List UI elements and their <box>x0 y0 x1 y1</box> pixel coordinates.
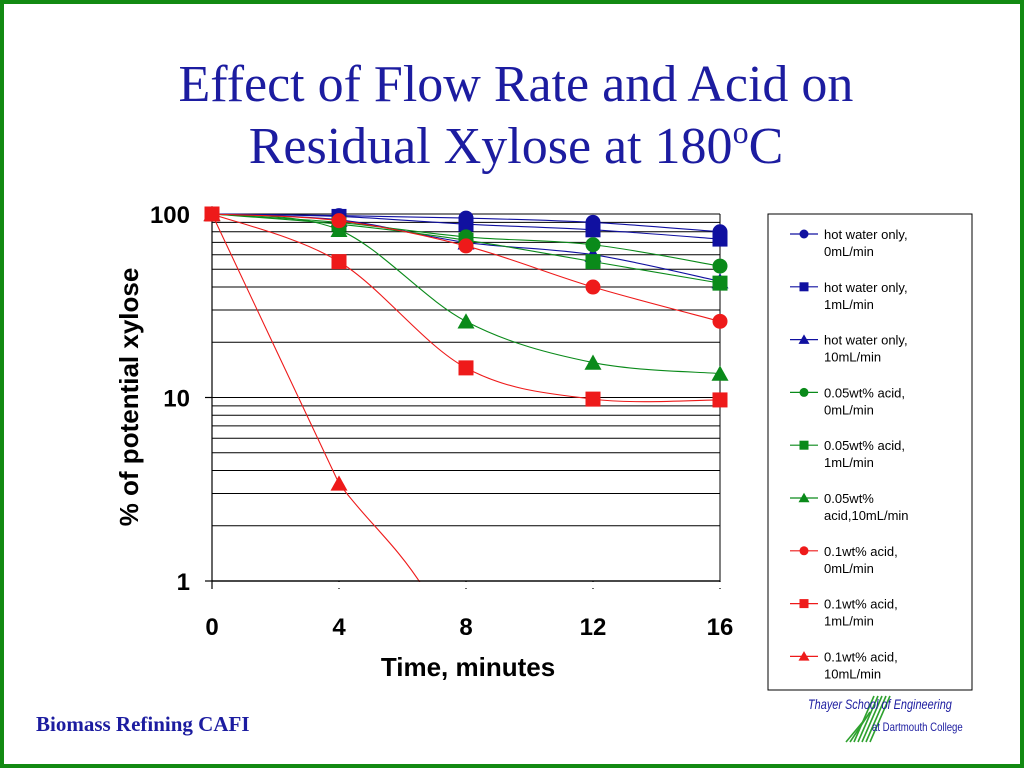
axis-cover <box>213 582 721 588</box>
slide-title: Effect of Flow Rate and Acid on Residual… <box>4 54 1024 178</box>
legend-label: 10mL/min <box>824 666 881 681</box>
legend-label: 1mL/min <box>824 614 874 629</box>
x-tick-label: 12 <box>580 614 607 641</box>
data-point <box>457 313 475 329</box>
data-point <box>203 205 221 222</box>
title-line-1: Effect of Flow Rate and Acid on <box>178 56 854 113</box>
legend-label: 1mL/min <box>824 455 874 470</box>
legend-label: 0mL/min <box>824 561 874 576</box>
data-point <box>585 254 601 270</box>
x-tick-label: 0 <box>205 614 218 641</box>
title-line-2: Residual Xylose at 180oC <box>4 116 1024 178</box>
data-point <box>585 222 601 238</box>
series-line <box>211 213 424 588</box>
data-point <box>712 313 728 329</box>
legend-label: 0.05wt% acid, <box>824 438 905 453</box>
legend-marker <box>799 546 809 556</box>
data-point <box>711 365 729 381</box>
data-point <box>458 216 474 232</box>
legend-marker <box>798 334 810 344</box>
legend-marker <box>798 492 810 503</box>
logo-line-2: at Dartmouth College <box>872 720 963 734</box>
data-point <box>712 231 728 247</box>
data-point <box>458 360 474 376</box>
data-point <box>585 279 601 295</box>
y-axis-title: % of potential xylose <box>114 268 144 527</box>
xylose-chart: 0 4 8 12 16 100 10 1 Time, minutes % of potential… <box>114 202 973 691</box>
data-point <box>712 392 728 408</box>
legend-label: hot water only, <box>824 280 908 295</box>
data-point <box>331 254 347 270</box>
legend-label: 0mL/min <box>824 244 874 259</box>
y-tick-label: 100 <box>150 202 190 229</box>
title-superscript: o <box>732 114 749 150</box>
legend-label: 10mL/min <box>824 350 881 365</box>
legend-marker <box>798 651 810 661</box>
title-suffix: C <box>748 118 784 175</box>
legend-marker <box>799 387 809 397</box>
legend-marker <box>799 282 809 292</box>
title-line-2-text: Residual Xylose at 180 <box>248 118 733 175</box>
legend-label: 0.05wt% <box>824 491 874 506</box>
data-point <box>330 475 348 491</box>
legend-label: acid,10mL/min <box>824 508 909 523</box>
legend-marker <box>799 229 809 239</box>
legend-label: 0mL/min <box>824 402 874 417</box>
legend-label: hot water only, <box>824 227 908 242</box>
y-tick-label: 1 <box>177 569 190 596</box>
legend-box <box>767 213 973 691</box>
legend-label: 1mL/min <box>824 297 874 312</box>
data-point <box>712 258 728 274</box>
legend-marker <box>799 599 809 609</box>
data-point <box>458 238 474 254</box>
legend-label: 0.1wt% acid, <box>824 597 898 612</box>
legend-label: hot water only, <box>824 333 908 348</box>
data-point <box>585 237 601 253</box>
data-point <box>330 221 348 237</box>
x-axis-title: Time, minutes <box>381 652 555 682</box>
logo-line-1: Thayer School of Engineering <box>808 696 952 712</box>
x-tick-label: 16 <box>707 614 734 641</box>
x-tick-label: 8 <box>459 614 472 641</box>
thayer-logo: Thayer School of Engineering at Dartmout… <box>800 692 990 744</box>
data-point <box>585 391 601 407</box>
legend-label: 0.05wt% acid, <box>824 385 905 400</box>
legend-label: 0.1wt% acid, <box>824 544 898 559</box>
footer-text: Biomass Refining CAFI <box>36 712 250 736</box>
legend-marker <box>799 440 809 450</box>
x-tick-label: 4 <box>332 614 346 641</box>
data-point <box>331 213 347 229</box>
data-point <box>584 354 602 370</box>
logo-stripes-icon <box>845 695 891 743</box>
data-point <box>712 275 728 291</box>
y-tick-label: 10 <box>163 386 190 413</box>
legend-label: 0.1wt% acid, <box>824 649 898 664</box>
